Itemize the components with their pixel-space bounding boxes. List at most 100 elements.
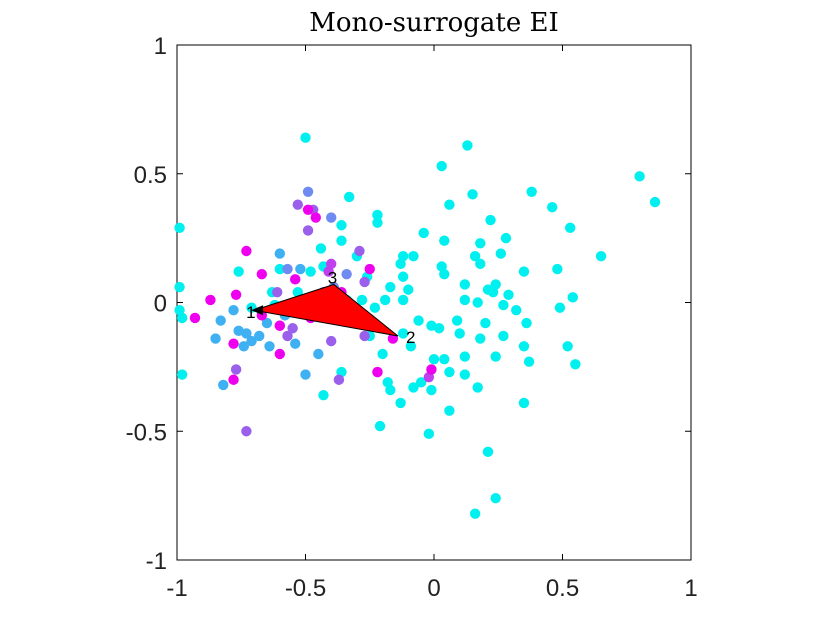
data-point — [359, 330, 370, 342]
data-point — [475, 333, 486, 344]
plot-area — [176, 44, 692, 561]
data-point — [423, 428, 435, 440]
x-tick-label: -0.5 — [285, 575, 326, 602]
data-point — [238, 341, 250, 352]
data-point — [290, 338, 301, 349]
data-point — [295, 263, 306, 275]
vertex-label: 1 — [246, 303, 255, 322]
data-point — [302, 225, 314, 236]
data-point — [290, 274, 301, 285]
y-tick-label: -1 — [146, 548, 167, 575]
x-tick-label: -1 — [166, 575, 187, 602]
data-point — [218, 379, 229, 391]
triangle-shape — [253, 283, 399, 337]
data-point — [397, 294, 409, 306]
data-point — [459, 351, 471, 362]
data-point — [359, 276, 370, 288]
data-point — [264, 341, 275, 352]
data-point — [287, 323, 298, 334]
chart-title: Mono-surrogate EI — [309, 8, 559, 38]
y-tick-label: 1 — [154, 33, 167, 60]
data-point — [552, 263, 563, 275]
data-point — [354, 245, 365, 257]
data-point — [397, 271, 409, 282]
data-point — [261, 317, 273, 329]
data-point — [469, 250, 481, 262]
data-point — [472, 297, 483, 308]
data-point — [385, 281, 396, 293]
data-point — [395, 397, 406, 409]
data-point — [634, 171, 645, 182]
data-point — [274, 263, 285, 275]
data-point — [649, 196, 661, 208]
data-point — [554, 302, 566, 313]
data-point — [241, 245, 252, 257]
data-point — [310, 212, 321, 223]
data-point — [459, 279, 471, 290]
data-point — [313, 348, 324, 360]
data-point — [292, 199, 303, 210]
data-point — [385, 384, 396, 396]
data-point — [444, 405, 455, 416]
data-point — [282, 330, 293, 342]
data-point — [595, 250, 607, 262]
data-point — [428, 353, 440, 365]
data-point — [562, 341, 573, 352]
data-point — [241, 426, 252, 437]
data-point — [498, 330, 509, 342]
data-point — [467, 189, 478, 200]
data-point — [302, 204, 314, 215]
data-point — [459, 294, 471, 306]
data-point — [439, 353, 450, 365]
data-point — [210, 333, 221, 344]
data-point — [372, 209, 383, 221]
data-point — [490, 351, 501, 362]
data-point — [379, 294, 391, 306]
data-point — [274, 320, 285, 331]
data-point — [451, 315, 463, 326]
data-point — [439, 268, 450, 280]
data-point — [333, 374, 345, 385]
tick-labels: -1 -0.5 0 0.5 1 -1 -0.5 0 0.5 1 — [126, 33, 698, 602]
data-point — [408, 250, 419, 262]
data-point — [174, 281, 185, 293]
data-point — [215, 315, 226, 326]
data-point — [565, 222, 576, 234]
data-point — [318, 390, 329, 401]
data-point — [408, 382, 419, 393]
data-point — [500, 232, 512, 244]
data-point — [415, 377, 427, 388]
data-point — [377, 348, 388, 360]
x-tick-label: 0.5 — [546, 575, 579, 602]
data-point — [230, 289, 242, 300]
y-tick-label: 0.5 — [134, 162, 167, 189]
data-point — [475, 258, 486, 270]
data-point — [302, 186, 314, 197]
data-point — [174, 222, 185, 234]
data-point — [205, 294, 216, 306]
data-point — [462, 140, 473, 151]
data-point — [274, 348, 285, 360]
data-point — [246, 335, 257, 347]
data-point — [336, 235, 347, 246]
data-point — [189, 312, 201, 324]
data-point — [444, 199, 455, 210]
data-point — [323, 266, 334, 277]
data-point — [426, 364, 437, 375]
data-point — [228, 338, 239, 349]
data-point — [256, 268, 268, 280]
data-point — [326, 212, 337, 223]
scatter-points — [174, 132, 661, 519]
data-point — [487, 287, 499, 298]
data-point — [526, 186, 537, 197]
x-tick-label: 1 — [684, 575, 697, 602]
data-point — [356, 294, 368, 306]
x-tick-label: 0 — [427, 575, 440, 602]
data-point — [230, 364, 242, 375]
data-point — [518, 341, 530, 352]
y-tick-label: -0.5 — [126, 419, 167, 446]
data-point — [282, 263, 293, 275]
data-point — [547, 202, 558, 213]
data-point — [498, 299, 509, 311]
